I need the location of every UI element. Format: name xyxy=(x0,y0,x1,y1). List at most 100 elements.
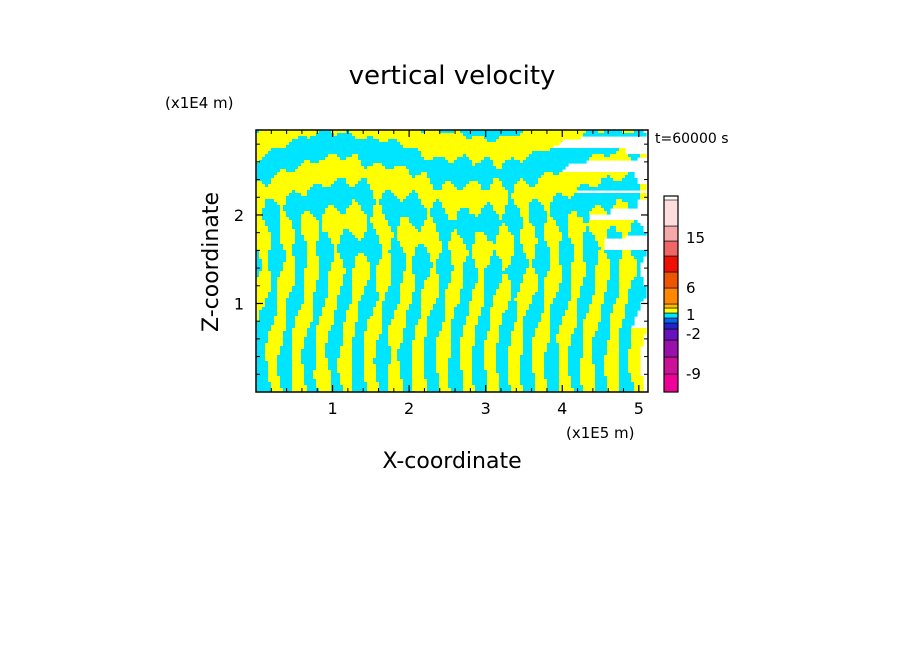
contour-cell xyxy=(586,265,596,269)
contour-cell xyxy=(292,337,305,341)
contour-cell xyxy=(496,238,515,242)
contour-cell xyxy=(436,358,449,362)
contour-cell xyxy=(619,262,638,266)
contour-cell xyxy=(373,307,383,311)
contour-cell xyxy=(535,334,551,338)
contour-cell xyxy=(256,265,263,269)
contour-cell xyxy=(370,262,380,266)
contour-cell xyxy=(493,163,503,167)
contour-cell xyxy=(595,268,611,272)
contour-cell xyxy=(583,238,596,242)
contour-cell xyxy=(301,220,320,224)
contour-cell xyxy=(364,346,377,350)
contour-cell xyxy=(286,304,302,308)
contour-cell xyxy=(520,208,530,212)
contour-cell xyxy=(280,214,287,218)
contour-cell xyxy=(640,184,647,188)
contour-cell xyxy=(400,343,413,347)
contour-cell xyxy=(343,340,353,344)
contour-cell xyxy=(277,298,287,302)
contour-cell xyxy=(286,310,299,314)
contour-cell xyxy=(532,262,551,266)
contour-cell xyxy=(421,292,440,296)
contour-cell xyxy=(364,343,377,347)
contour-cell xyxy=(373,205,383,209)
contour-cell xyxy=(256,190,293,194)
contour-cell xyxy=(412,190,416,194)
contour-cell xyxy=(256,289,272,293)
contour-cell xyxy=(559,358,569,362)
contour-cell xyxy=(502,217,524,221)
contour-cell xyxy=(364,334,380,338)
contour-cell xyxy=(490,316,503,320)
contour-cell xyxy=(400,289,416,293)
contour-cell xyxy=(337,247,383,251)
contour-cell xyxy=(307,256,320,260)
contour-cell xyxy=(559,388,575,392)
colorbar-level xyxy=(663,328,679,341)
contour-cell xyxy=(604,130,623,134)
contour-cell xyxy=(550,310,566,314)
contour-cell xyxy=(637,265,641,269)
contour-cell xyxy=(598,325,611,329)
contour-cell xyxy=(592,154,605,158)
contour-cell xyxy=(334,181,347,185)
contour-cell xyxy=(313,370,332,374)
contour-cell xyxy=(499,214,503,218)
contour-cell xyxy=(559,172,629,176)
contour-cell xyxy=(448,370,464,374)
contour-cell xyxy=(397,358,413,362)
contour-cell xyxy=(562,274,572,278)
contour-cell xyxy=(364,253,383,257)
contour-cell xyxy=(355,262,371,266)
contour-cell xyxy=(607,232,623,236)
contour-cell xyxy=(601,304,614,308)
contour-cell xyxy=(619,331,632,335)
contour-cell xyxy=(628,364,641,368)
contour-cell xyxy=(502,277,509,281)
contour-cell xyxy=(607,256,623,260)
contour-cell xyxy=(316,358,329,362)
contour-cell xyxy=(628,349,641,353)
contour-cell xyxy=(538,289,545,293)
contour-cell xyxy=(544,364,560,368)
contour-cell xyxy=(316,328,332,332)
contour-cell xyxy=(478,274,485,278)
contour-cell xyxy=(325,211,341,215)
contour-cell xyxy=(532,346,548,350)
contour-cell xyxy=(259,160,305,164)
contour-cell xyxy=(358,313,374,317)
contour-cell xyxy=(463,277,479,281)
contour-cell xyxy=(568,364,581,368)
contour-cell xyxy=(607,235,623,239)
contour-cell xyxy=(328,331,344,335)
contour-cell xyxy=(268,229,281,233)
contour-cell xyxy=(463,271,479,275)
contour-cell xyxy=(601,178,614,182)
contour-cell xyxy=(448,361,461,365)
contour-cell xyxy=(568,301,578,305)
contour-cell xyxy=(463,334,476,338)
contour-cell xyxy=(400,241,443,245)
contour-cell xyxy=(460,346,473,350)
contour-cell xyxy=(550,205,596,209)
contour-cell xyxy=(391,268,407,272)
contour-cell xyxy=(574,247,584,251)
contour-cell xyxy=(610,268,620,272)
contour-cell xyxy=(481,160,494,164)
contour-cell xyxy=(427,217,434,221)
contour-cell xyxy=(340,352,353,356)
contour-cell xyxy=(574,256,584,260)
contour-cell xyxy=(409,304,422,308)
contour-cell xyxy=(349,307,359,311)
contour-cell xyxy=(403,340,413,344)
contour-cell xyxy=(397,196,407,200)
contour-cell xyxy=(448,379,464,383)
contour-cell xyxy=(352,292,365,296)
contour-cell xyxy=(571,292,581,296)
contour-cell xyxy=(448,376,464,380)
contour-cell xyxy=(451,388,464,392)
contour-cell xyxy=(454,316,467,320)
contour-cell xyxy=(556,337,572,341)
contour-cell xyxy=(304,343,317,347)
